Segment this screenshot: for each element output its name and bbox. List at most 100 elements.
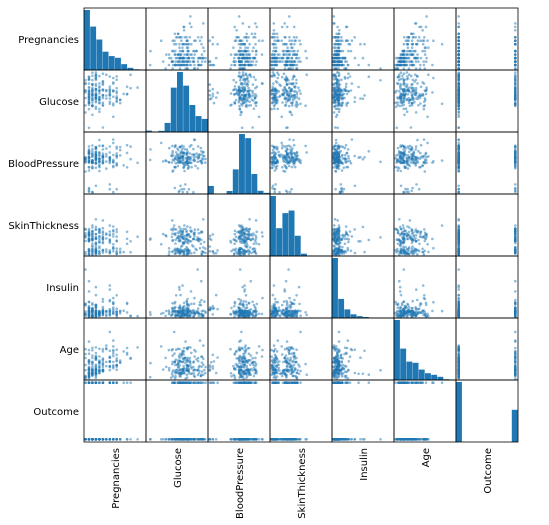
scatter-point — [407, 190, 410, 194]
scatter-point — [94, 77, 98, 80]
scatter-point — [122, 250, 125, 254]
scatter-point — [349, 49, 353, 53]
scatter-point — [401, 74, 404, 78]
scatter-point — [204, 60, 207, 63]
hist-bar — [251, 174, 258, 194]
scatter-point — [289, 148, 292, 151]
scatter-point — [179, 239, 182, 242]
scatter-point — [182, 187, 186, 191]
scatter-point — [243, 77, 246, 81]
scatter-point — [212, 307, 216, 310]
scatter-point — [274, 183, 277, 186]
scatter-point — [178, 158, 181, 161]
scatter-point — [297, 56, 301, 60]
scatter-point — [118, 98, 122, 102]
scatter-point — [411, 82, 414, 86]
scatter-point — [249, 104, 253, 107]
scatter-point — [408, 60, 411, 63]
cell-Glucose-BloodPressure — [207, 69, 271, 133]
scatter-point — [290, 113, 294, 117]
scatter-point — [285, 63, 288, 67]
scatter-point — [112, 300, 115, 304]
scatter-point — [241, 228, 245, 231]
scatter-point — [251, 63, 254, 67]
scatter-point — [336, 219, 340, 222]
scatter-point — [421, 42, 425, 46]
scatter-point — [174, 232, 177, 235]
scatter-point — [238, 67, 241, 70]
scatter-point — [105, 248, 108, 251]
scatter-point — [171, 67, 174, 70]
scatter-point — [229, 312, 232, 316]
scatter-point — [407, 150, 411, 154]
scatter-point — [408, 104, 412, 107]
scatter-point — [245, 239, 248, 242]
scatter-point — [414, 155, 417, 159]
scatter-point — [337, 32, 341, 36]
scatter-point — [173, 186, 177, 190]
scatter-point — [337, 39, 341, 42]
scatter-point — [211, 87, 215, 91]
scatter-point — [346, 234, 350, 237]
scatter-point — [405, 237, 409, 241]
scatter-point — [291, 46, 294, 49]
scatter-point — [101, 101, 105, 104]
scatter-point — [101, 96, 105, 100]
scatter-point — [295, 78, 298, 82]
scatter-point — [249, 279, 252, 283]
scatter-point — [411, 60, 414, 63]
scatter-point — [410, 247, 414, 251]
scatter-point — [284, 104, 288, 107]
scatter-point — [336, 25, 339, 29]
scatter-point — [427, 73, 430, 76]
scatter-point — [414, 111, 418, 114]
scatter-point — [457, 219, 461, 222]
scatter-point — [410, 32, 414, 36]
scatter-point — [161, 60, 165, 63]
scatter-point — [208, 39, 212, 42]
scatter-point — [94, 161, 98, 165]
scatter-point — [136, 86, 139, 89]
scatter-point — [233, 85, 237, 88]
cell-Insulin-Pregnancies — [83, 255, 147, 319]
scatter-point — [233, 56, 236, 60]
scatter-point — [87, 160, 91, 163]
scatter-point — [129, 157, 132, 161]
scatter-point — [347, 72, 350, 75]
scatter-point — [421, 164, 424, 168]
scatter-point — [334, 90, 338, 93]
scatter-point — [345, 165, 348, 169]
scatter-point — [108, 100, 112, 104]
scatter-point — [84, 96, 87, 100]
scatter-point — [91, 82, 94, 86]
scatter-point — [273, 53, 276, 56]
scatter-point — [98, 92, 101, 95]
scatter-point — [149, 49, 152, 53]
scatter-point — [87, 306, 91, 310]
scatter-point — [422, 63, 426, 67]
scatter-point — [235, 91, 238, 95]
scatter-point — [237, 85, 241, 88]
scatter-point — [346, 160, 350, 163]
scatter-point — [229, 92, 233, 95]
scatter-point — [192, 56, 196, 60]
scatter-point — [94, 249, 98, 253]
scatter-point — [167, 53, 171, 56]
scatter-point — [275, 32, 279, 36]
scatter-point — [276, 39, 280, 42]
scatter-point — [292, 75, 295, 79]
hist-bar — [294, 235, 301, 256]
scatter-point — [254, 63, 257, 67]
scatter-point — [196, 36, 200, 39]
scatter-point — [196, 167, 200, 170]
scatter-point — [108, 233, 112, 236]
scatter-point — [396, 160, 399, 163]
scatter-point — [249, 60, 253, 63]
cell-Pregnancies-SkinThickness — [269, 7, 333, 71]
scatter-point — [332, 111, 336, 114]
scatter-point — [105, 160, 108, 163]
scatter-point — [332, 46, 336, 49]
scatter-point — [185, 63, 189, 67]
scatter-point — [204, 157, 207, 161]
scatter-point — [179, 151, 182, 154]
